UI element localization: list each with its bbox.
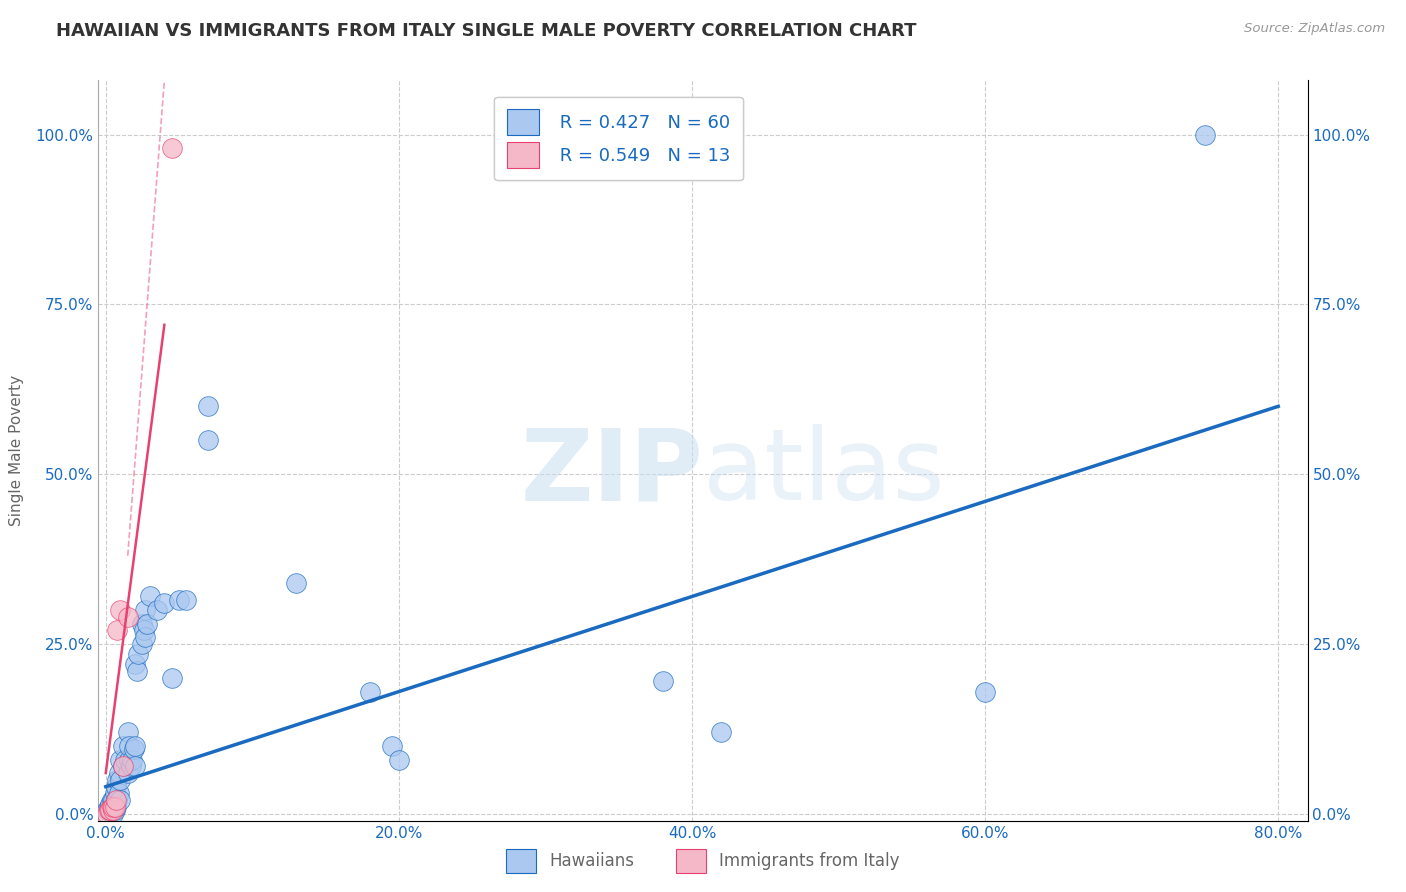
Point [112, 759, 135, 773]
Point [103, 800, 125, 814]
Text: HAWAIIAN VS IMMIGRANTS FROM ITALY SINGLE MALE POVERTY CORRELATION CHART: HAWAIIAN VS IMMIGRANTS FROM ITALY SINGLE… [56, 22, 917, 40]
Point [124, 759, 146, 773]
Point [98, 804, 121, 818]
Point [101, 800, 124, 814]
Point [108, 766, 131, 780]
Legend:  R = 0.427   N = 60,  R = 0.549   N = 13: R = 0.427 N = 60, R = 0.549 N = 13 [494, 96, 742, 180]
Point [105, 780, 128, 794]
Point [127, 647, 149, 661]
Point [114, 752, 136, 766]
Point [124, 739, 146, 753]
Point [105, 800, 128, 814]
Point [134, 630, 156, 644]
Point [112, 759, 135, 773]
Point [131, 616, 153, 631]
Text: ZIP: ZIP [520, 425, 703, 521]
Point [100, 804, 122, 818]
Legend: Hawaiians, Immigrants from Italy: Hawaiians, Immigrants from Italy [499, 842, 907, 880]
Point [197, 400, 219, 414]
Point [101, 793, 124, 807]
Point [120, 759, 142, 773]
Point [98, 804, 121, 818]
Point [117, 610, 139, 624]
Point [100, 800, 122, 814]
Point [98, 797, 121, 811]
Point [651, 674, 673, 689]
Point [118, 739, 141, 753]
Point [108, 787, 131, 801]
Point [97, 800, 120, 814]
Point [138, 590, 160, 604]
Point [96, 804, 118, 818]
Point [101, 800, 124, 814]
Point [124, 657, 146, 672]
Point [117, 725, 139, 739]
Point [112, 739, 135, 753]
Point [100, 793, 122, 807]
Point [96, 806, 118, 821]
Y-axis label: Single Male Poverty: Single Male Poverty [10, 375, 24, 526]
Point [107, 624, 129, 638]
Point [153, 596, 176, 610]
Text: atlas: atlas [703, 425, 945, 521]
Point [710, 725, 733, 739]
Point [359, 684, 381, 698]
Point [160, 671, 183, 685]
Point [132, 624, 155, 638]
Point [97, 804, 120, 818]
Point [103, 804, 125, 818]
Point [388, 752, 411, 766]
Point [1194, 128, 1216, 142]
Point [103, 800, 125, 814]
Point [110, 752, 132, 766]
Point [110, 793, 132, 807]
Point [380, 739, 402, 753]
Point [101, 806, 124, 821]
Point [160, 141, 183, 155]
Point [131, 637, 153, 651]
Point [197, 434, 219, 448]
Text: Source: ZipAtlas.com: Source: ZipAtlas.com [1244, 22, 1385, 36]
Point [101, 804, 124, 818]
Point [103, 787, 125, 801]
Point [117, 766, 139, 780]
Point [167, 593, 190, 607]
Point [122, 742, 145, 756]
Point [285, 575, 308, 590]
Point [105, 793, 128, 807]
Point [107, 793, 129, 807]
Point [105, 793, 128, 807]
Point [107, 772, 129, 787]
Point [100, 800, 122, 814]
Point [134, 603, 156, 617]
Point [110, 772, 132, 787]
Point [135, 616, 157, 631]
Point [146, 603, 169, 617]
Point [176, 593, 198, 607]
Point [118, 752, 141, 766]
Point [121, 752, 143, 766]
Point [110, 603, 132, 617]
Point [974, 684, 997, 698]
Point [125, 664, 148, 678]
